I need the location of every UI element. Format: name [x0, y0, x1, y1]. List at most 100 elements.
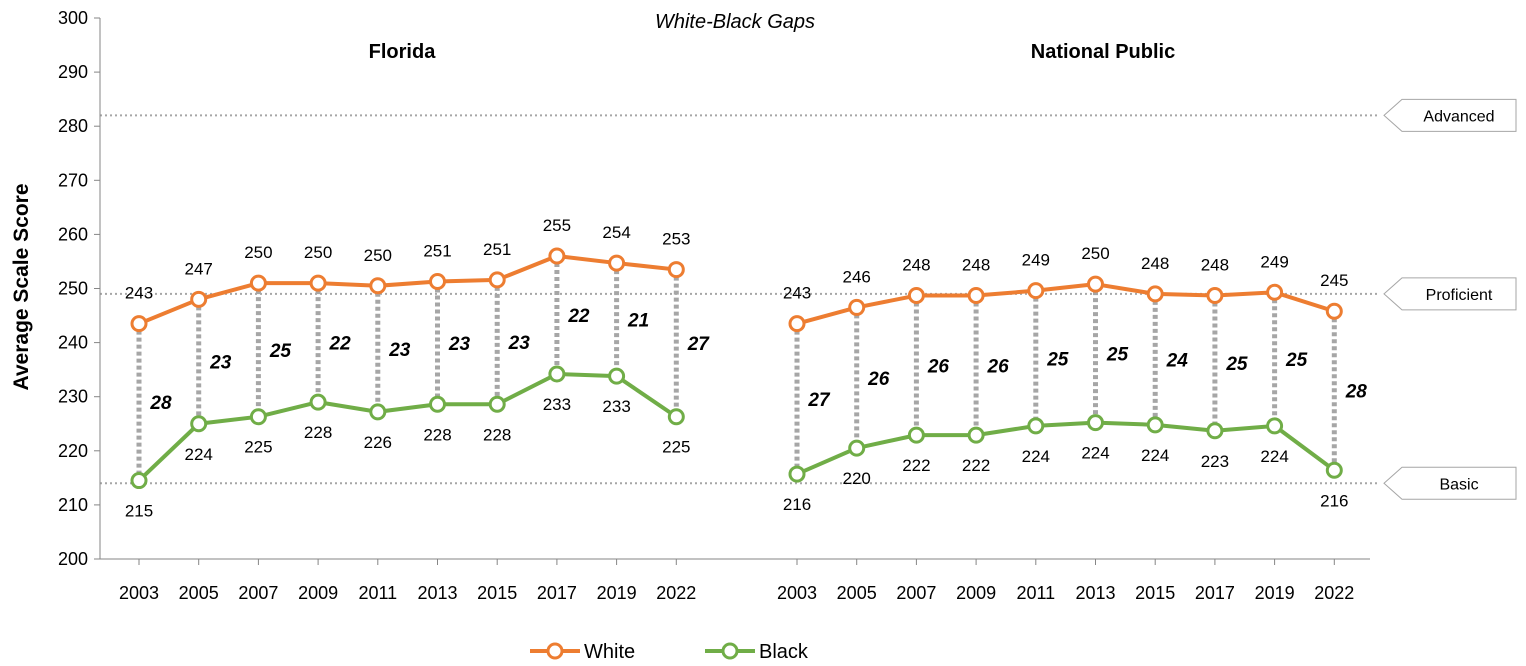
- data-point-black: [548, 365, 566, 383]
- gap-label: 25: [269, 341, 292, 362]
- gap-label: 25: [1106, 344, 1129, 365]
- x-tick-label: 2015: [1135, 583, 1175, 603]
- gap-label: 22: [567, 306, 590, 327]
- data-point-black: [249, 408, 267, 426]
- data-point-black: [907, 426, 925, 444]
- gap-label: 26: [987, 356, 1010, 377]
- data-label-black: 224: [1022, 447, 1050, 466]
- data-labels: 28 23 25 22 23 23 23 22 21 27 243 247 250 250 250 251 25…: [125, 216, 1367, 521]
- data-point-white: [429, 272, 446, 290]
- data-point-black: [1266, 417, 1284, 435]
- data-point-black: [1206, 422, 1224, 440]
- data-point-white: [1087, 275, 1104, 293]
- y-tick-label: 300: [58, 8, 88, 28]
- data-point-black: [608, 367, 626, 385]
- data-point-white: [1266, 283, 1284, 301]
- data-label-black: 228: [304, 423, 332, 442]
- x-tick-label: 2003: [119, 583, 159, 603]
- y-tick-label: 290: [58, 62, 88, 82]
- x-tick-label: 2011: [358, 583, 397, 603]
- gap-connectors: [136, 256, 1337, 481]
- reference-label: Advanced: [1423, 108, 1494, 125]
- x-tick-label: 2017: [1195, 583, 1235, 603]
- x-tick-label: 2017: [537, 583, 577, 603]
- y-tick-label: 250: [58, 279, 88, 299]
- data-point-white: [1146, 285, 1164, 303]
- data-point-white: [907, 287, 925, 305]
- data-point-white: [667, 261, 685, 279]
- data-point-black: [848, 439, 866, 457]
- data-label-white: 251: [483, 240, 511, 259]
- gap-label: 25: [1225, 354, 1248, 375]
- data-label-white: 255: [543, 216, 571, 235]
- series: [130, 247, 1343, 490]
- gap-label: 27: [807, 390, 831, 411]
- data-label-black: 233: [602, 397, 630, 416]
- legend-label-black: Black: [759, 641, 809, 663]
- chart-title: White-Black Gaps: [655, 11, 815, 33]
- gap-label: 25: [1046, 349, 1069, 370]
- data-point-black: [309, 393, 327, 411]
- x-tick-label: 2011: [1016, 583, 1055, 603]
- data-label-white: 251: [423, 241, 451, 260]
- y-tick-label: 220: [58, 441, 88, 461]
- reference-callout: [1383, 466, 1517, 500]
- data-label-white: 250: [1081, 244, 1109, 263]
- data-label-black: 224: [1081, 444, 1109, 463]
- data-label-black: 228: [483, 425, 511, 444]
- series-line-white: [138, 254, 677, 326]
- data-label-white: 248: [902, 256, 930, 275]
- data-label-white: 245: [1320, 271, 1348, 290]
- x-tick-label: 2005: [837, 583, 877, 603]
- x-tick-label: 2019: [1255, 583, 1295, 603]
- x-tick-label: 2009: [298, 583, 338, 603]
- data-label-black: 222: [902, 456, 930, 475]
- reference-callout: [1383, 98, 1517, 132]
- gap-label: 21: [627, 311, 649, 332]
- data-point-white: [309, 274, 327, 292]
- gap-label: 23: [508, 333, 531, 354]
- data-label-white: 250: [244, 243, 272, 262]
- data-point-white: [1206, 287, 1224, 305]
- data-point-black: [1027, 417, 1045, 435]
- y-tick-label: 210: [58, 495, 88, 515]
- data-point-white: [130, 315, 148, 333]
- series-line-white: [796, 282, 1335, 326]
- data-label-white: 253: [662, 230, 690, 249]
- data-point-white: [1027, 282, 1045, 300]
- data-label-black: 226: [364, 433, 392, 452]
- data-point-black: [429, 395, 446, 413]
- x-tick-label: 2022: [1314, 583, 1354, 603]
- y-tick-label: 270: [58, 170, 88, 190]
- data-label-black: 216: [1320, 491, 1348, 510]
- y-tick-label: 260: [58, 224, 88, 244]
- x-tick-label: 2015: [477, 583, 517, 603]
- data-label-white: 243: [783, 284, 811, 303]
- gap-label: 23: [388, 340, 411, 361]
- gap-label: 26: [927, 356, 950, 377]
- data-point-black: [967, 426, 985, 444]
- series-line-black: [137, 371, 678, 483]
- y-tick-label: 230: [58, 387, 88, 407]
- data-label-black: 223: [1201, 452, 1229, 471]
- data-label-black: 225: [244, 438, 272, 457]
- data-label-white: 250: [364, 246, 392, 265]
- y-tick-label: 240: [58, 333, 88, 353]
- data-label-white: 250: [304, 243, 332, 262]
- data-point-black: [1325, 461, 1343, 479]
- data-point-white: [1325, 302, 1343, 320]
- data-label-white: 249: [1022, 251, 1050, 270]
- data-label-black: 220: [843, 469, 871, 488]
- gap-label: 26: [867, 369, 890, 390]
- panel-title: National Public: [1031, 41, 1175, 63]
- data-point-white: [788, 315, 806, 333]
- x-tick-label: 2009: [956, 583, 996, 603]
- data-label-black: 222: [962, 456, 990, 475]
- data-label-black: 224: [185, 445, 213, 464]
- data-point-white: [249, 274, 267, 292]
- x-tick-label: 2022: [656, 583, 696, 603]
- y-tick-label: 280: [58, 116, 88, 136]
- series-line-black: [796, 420, 1336, 476]
- reference-label: Basic: [1439, 476, 1478, 493]
